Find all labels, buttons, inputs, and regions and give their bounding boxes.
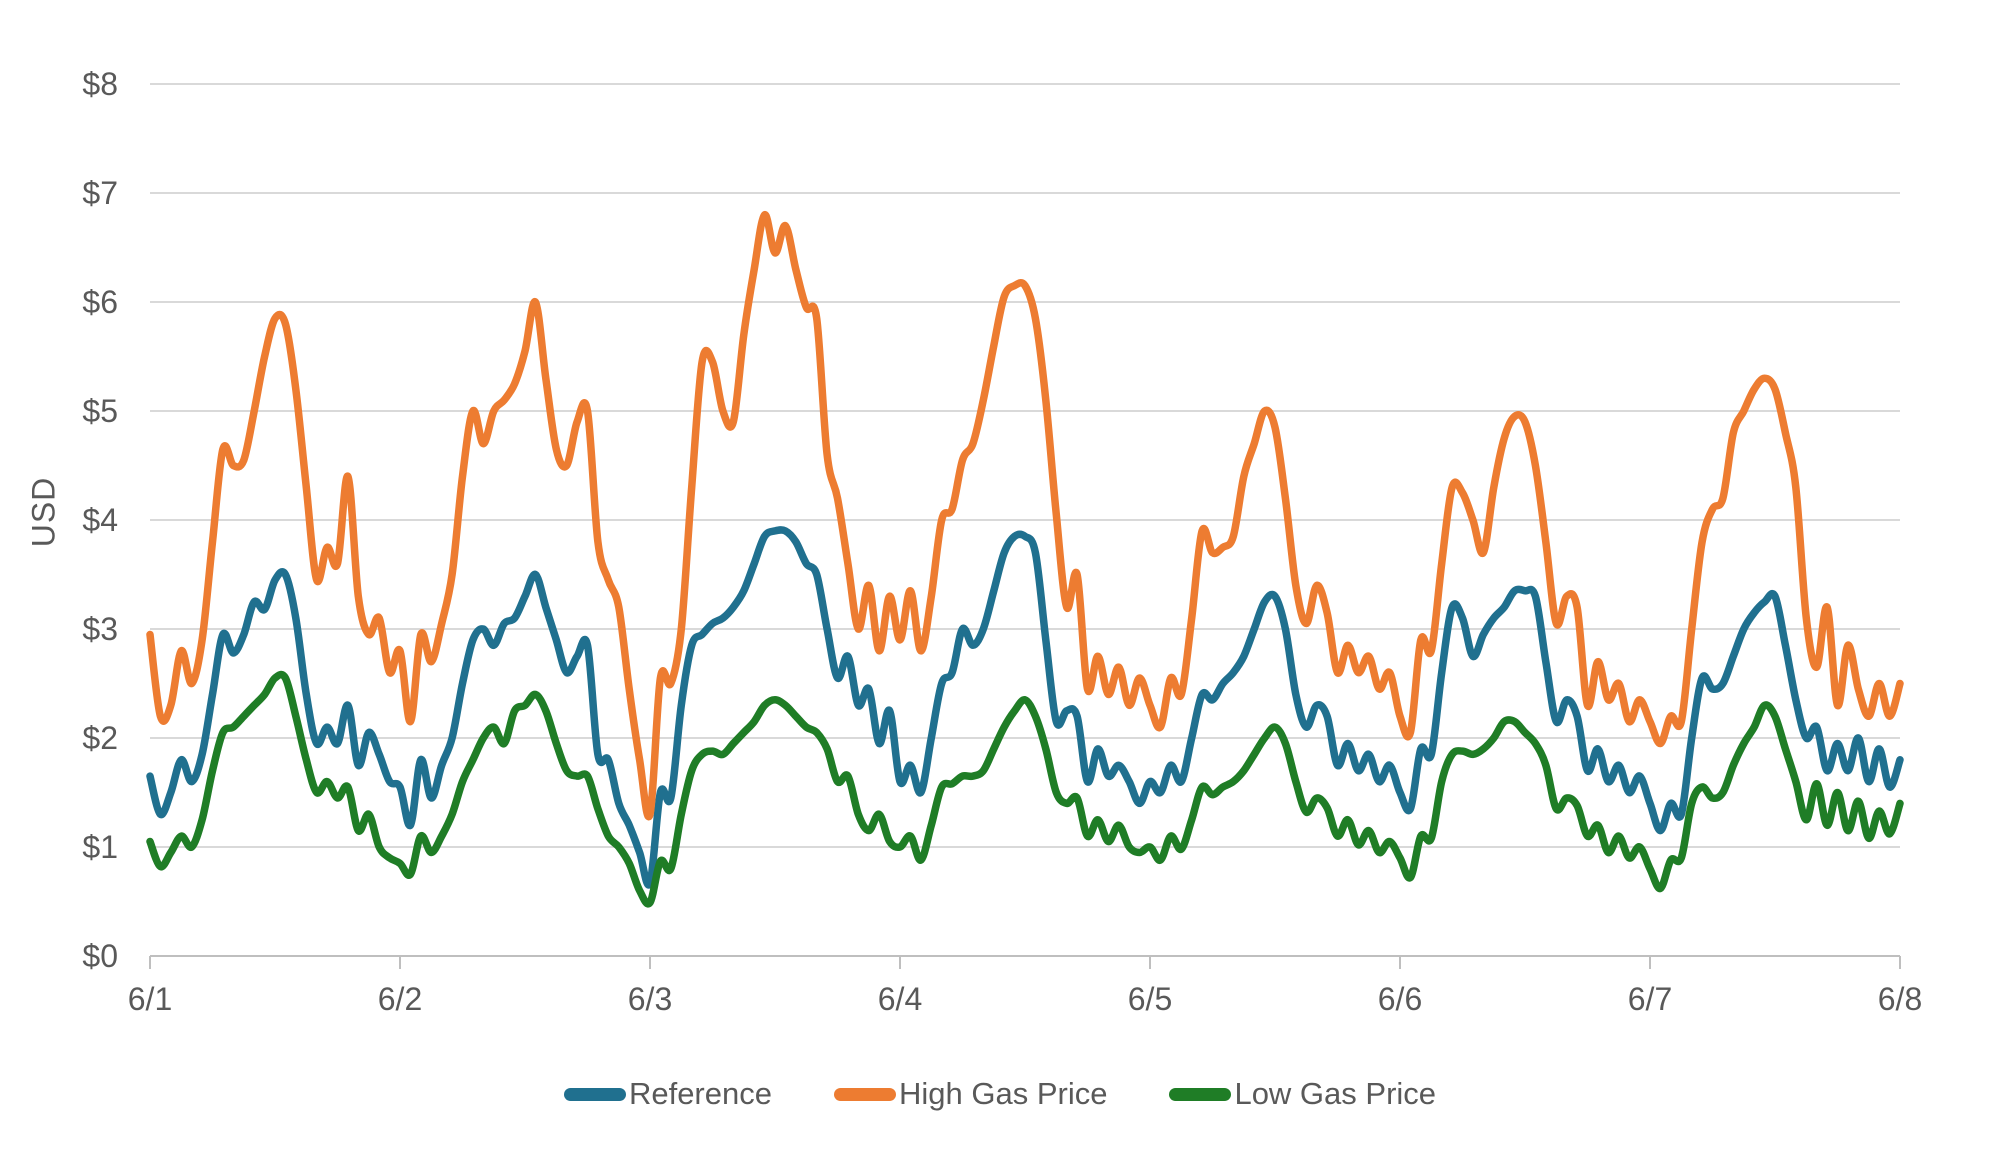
y-axis-title: USD <box>25 476 62 548</box>
reference-line-swatch <box>563 1087 626 1101</box>
chart-legend: Reference High Gas Price Low Gas Price <box>0 1076 2000 1112</box>
high-gas-price-line-swatch <box>833 1087 896 1101</box>
low-gas-price-line <box>146 670 1904 908</box>
y-axis-tick-label: $0 <box>82 938 118 974</box>
legend-label-high-gas-price: High Gas Price <box>898 1076 1108 1111</box>
x-axis-tick-label: 6/8 <box>1878 981 1922 1017</box>
x-axis-tick-label: 6/4 <box>878 981 922 1017</box>
y-axis-tick-label: $3 <box>82 611 118 647</box>
low-gas-price-line-swatch <box>1169 1087 1232 1101</box>
legend-item-low-gas-price: Low Gas Price <box>1169 1076 1436 1112</box>
y-axis-tick-label: $6 <box>82 284 118 320</box>
x-axis-tick-label: 6/5 <box>1128 981 1172 1017</box>
legend-item-reference: Reference <box>563 1076 772 1112</box>
reference-line <box>146 526 1904 889</box>
legend-label-low-gas-price: Low Gas Price <box>1234 1076 1437 1111</box>
x-axis-tick-label: 6/1 <box>128 981 172 1017</box>
y-axis-tick-label: $8 <box>82 66 118 102</box>
y-axis-tick-label: $2 <box>82 720 118 756</box>
x-axis-tick-label: 6/3 <box>628 981 672 1017</box>
legend-item-high-gas-price: High Gas Price <box>833 1076 1108 1112</box>
x-axis-tick-label: 6/7 <box>1628 981 1672 1017</box>
y-axis-tick-label: $5 <box>82 393 118 429</box>
legend-label-reference: Reference <box>628 1076 772 1111</box>
x-axis-tick-label: 6/2 <box>378 981 422 1017</box>
y-axis-tick-label: $7 <box>82 175 118 211</box>
x-axis-tick-label: 6/6 <box>1378 981 1422 1017</box>
y-axis-tick-label: $4 <box>82 502 118 538</box>
y-axis-tick-label: $1 <box>82 829 118 865</box>
high-gas-price-line <box>146 211 1904 821</box>
